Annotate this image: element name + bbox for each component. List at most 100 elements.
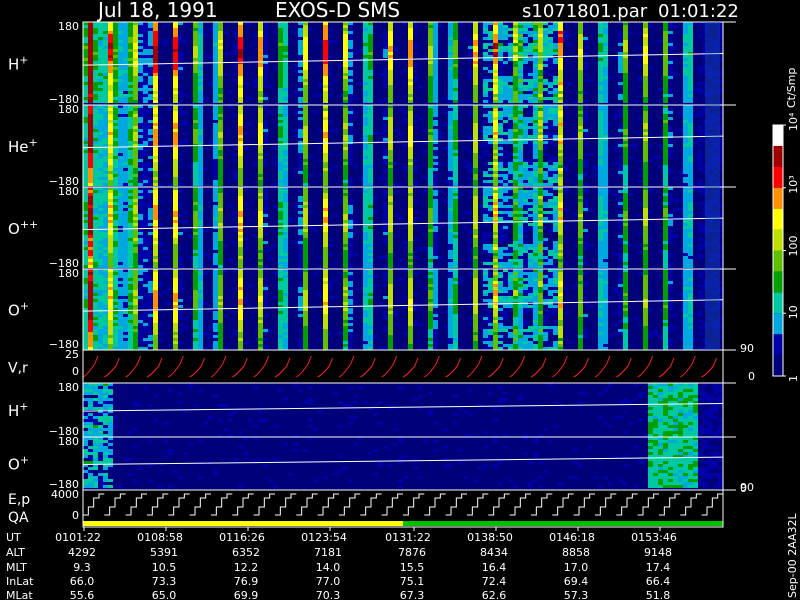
heatmap-cell <box>703 171 708 174</box>
heatmap-cell <box>403 22 408 25</box>
heatmap-cell <box>473 79 478 82</box>
heatmap-cell <box>378 256 383 259</box>
heatmap-cell <box>368 247 373 250</box>
heatmap-cell <box>363 79 368 82</box>
heatmap-cell <box>613 117 618 120</box>
heatmap-cell <box>388 159 393 162</box>
heatmap-cell <box>108 132 113 135</box>
heatmap-cell <box>383 205 388 208</box>
heatmap-cell <box>448 259 453 262</box>
heatmap-cell <box>473 187 478 190</box>
heatmap-cell <box>683 46 688 49</box>
heatmap-cell <box>153 52 158 55</box>
heatmap-cell <box>98 70 103 73</box>
heatmap-cell <box>368 135 373 138</box>
heatmap-cell <box>368 235 373 238</box>
heatmap-cell <box>238 244 243 247</box>
heatmap-cell <box>473 61 478 64</box>
heatmap-cell <box>348 114 353 117</box>
heatmap-cell <box>133 193 138 196</box>
heatmap-cell <box>198 22 203 25</box>
heatmap-cell <box>448 241 453 244</box>
heatmap-cell <box>283 31 288 34</box>
heatmap-cell <box>173 196 178 199</box>
heatmap-cell <box>528 174 533 177</box>
heatmap-cell <box>688 88 693 91</box>
heatmap-cell <box>283 223 288 226</box>
heatmap-cell <box>123 85 128 88</box>
heatmap-cell <box>323 217 328 220</box>
heatmap-cell <box>173 97 178 100</box>
heatmap-cell <box>698 150 703 153</box>
heatmap-cell <box>548 58 553 61</box>
heatmap-cell <box>363 144 368 147</box>
heatmap-cell <box>103 117 108 120</box>
heatmap-cell <box>413 22 418 25</box>
heatmap-cell <box>363 211 368 214</box>
heatmap-cell <box>433 70 438 73</box>
heatmap-cell <box>278 70 283 73</box>
heatmap-cell <box>343 82 348 85</box>
heatmap-cell <box>518 114 523 117</box>
heatmap-cell <box>498 174 503 177</box>
heatmap-cell <box>473 52 478 55</box>
heatmap-cell <box>298 214 303 217</box>
heatmap-cell <box>363 111 368 114</box>
heatmap-cell <box>83 141 88 144</box>
heatmap-cell <box>483 31 488 34</box>
heatmap-cell <box>148 135 153 138</box>
heatmap-cell <box>553 76 558 79</box>
heatmap-cell <box>123 171 128 174</box>
heatmap-cell <box>278 58 283 61</box>
heatmap-cell <box>598 165 603 168</box>
heatmap-cell <box>348 91 353 94</box>
heatmap-cell <box>448 180 453 183</box>
heatmap-cell <box>93 144 98 147</box>
heatmap-cell <box>513 135 518 138</box>
heatmap-cell <box>493 46 498 49</box>
heatmap-cell <box>258 46 263 49</box>
heatmap-cell <box>103 214 108 217</box>
heatmap-cell <box>233 43 238 46</box>
heatmap-cell <box>88 120 93 123</box>
heatmap-cell <box>713 159 718 162</box>
heatmap-cell <box>198 241 203 244</box>
heatmap-cell <box>183 229 188 232</box>
heatmap-cell <box>363 156 368 159</box>
heatmap-cell <box>388 67 393 70</box>
heatmap-cell <box>383 168 388 171</box>
heatmap-cell <box>518 67 523 70</box>
heatmap-cell <box>123 55 128 58</box>
heatmap-cell <box>283 58 288 61</box>
heatmap-cell <box>108 193 113 196</box>
heatmap-cell <box>278 211 283 214</box>
heatmap-cell <box>118 208 123 211</box>
heatmap-cell <box>408 153 413 156</box>
heatmap-cell <box>128 238 133 241</box>
heatmap-cell <box>638 132 643 135</box>
heatmap-cell <box>148 108 153 111</box>
heatmap-cell <box>283 46 288 49</box>
heatmap-cell <box>623 100 628 103</box>
heatmap-cell <box>368 232 373 235</box>
heatmap-cell <box>408 144 413 147</box>
heatmap-cell <box>123 52 128 55</box>
heatmap-cell <box>363 52 368 55</box>
heatmap-cell <box>173 120 178 123</box>
heatmap-cell <box>193 247 198 250</box>
heatmap-cell <box>298 229 303 232</box>
heatmap-cell <box>578 183 583 186</box>
heatmap-cell <box>193 265 198 268</box>
heatmap-cell <box>198 259 203 262</box>
heatmap-cell <box>398 259 403 262</box>
heatmap-cell <box>218 168 223 171</box>
heatmap-cell <box>123 187 128 190</box>
heatmap-cell <box>543 70 548 73</box>
heatmap-cell <box>553 180 558 183</box>
heatmap-cell <box>473 76 478 79</box>
heatmap-cell <box>283 253 288 256</box>
heatmap-cell <box>278 120 283 123</box>
heatmap-cell <box>133 76 138 79</box>
heatmap-cell <box>408 31 413 34</box>
heatmap-cell <box>218 241 223 244</box>
